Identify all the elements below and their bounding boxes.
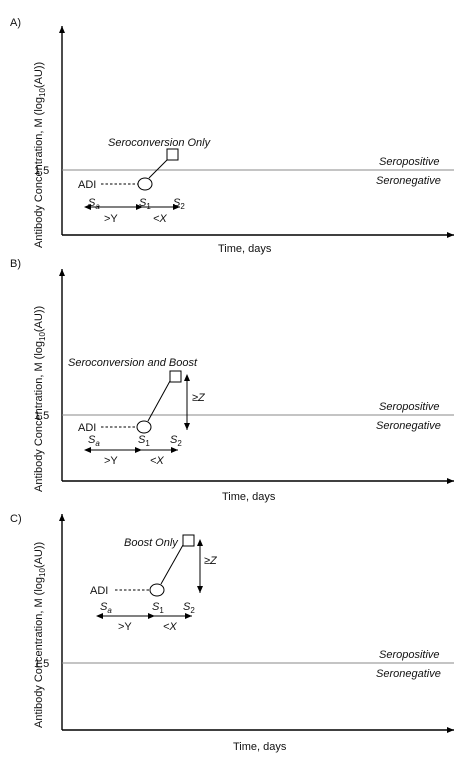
sa-label: Sa [100,601,112,615]
x-axis-label: Time, days [222,491,276,503]
s2-label: S2 [173,197,185,211]
ge-z-label: ≥Z [192,392,206,404]
gt-y-label: >Y [104,455,118,467]
panel-tag: A) [10,17,21,29]
s1-label: S1 [152,601,164,615]
s2-label: S2 [183,601,195,615]
gt-y-label: >Y [118,621,132,633]
s1-circle-marker [137,177,153,191]
rise-line [160,544,184,585]
adi-label: ADI [78,422,96,434]
scenario-title: Seroconversion and Boost [68,357,198,369]
seropositive-label: Seropositive [379,156,440,168]
s2-square-marker [182,534,195,547]
s1-label: S1 [138,434,150,448]
threshold-value: 1.5 [34,658,49,670]
panel-c: C) Antibody Concentration, M (log10(AU))… [10,513,454,753]
scenario-title: Boost Only [124,537,179,549]
scenario-title: Seroconversion Only [108,137,212,149]
lt-x-label: <X [150,455,164,467]
s2-label: S2 [170,434,182,448]
adi-label: ADI [90,585,108,597]
x-axis-label: Time, days [218,243,272,255]
gt-y-label: >Y [104,213,118,225]
x-axis-label: Time, days [233,741,287,753]
s2-square-marker [166,148,179,161]
seronegative-label: Seronegative [376,175,441,187]
adi-label: ADI [78,179,96,191]
s1-circle-marker [136,420,152,434]
lt-x-label: <X [153,213,167,225]
s1-circle-marker [149,583,165,597]
s2-square-marker [169,370,182,383]
seronegative-label: Seronegative [376,420,441,432]
threshold-value: 1.5 [34,165,49,177]
y-axis-label: Antibody Concentration, M (log10(AU)) [33,306,47,492]
s1-label: S1 [139,197,151,211]
y-axis-label: Antibody Concentration, M (log10(AU)) [33,542,47,728]
lt-x-label: <X [163,621,177,633]
threshold-value: 1.5 [34,410,49,422]
sa-label: Sa [88,434,100,448]
panel-tag: C) [10,513,22,525]
panel-tag: B) [10,258,21,270]
y-axis-label: Antibody Concentration, M (log10(AU)) [33,62,47,248]
sa-label: Sa [88,197,100,211]
panel-b: B) Antibody Concentration, M (log10(AU))… [10,258,454,503]
rise-line [147,380,171,422]
panel-a: A) Antibody Concentration, M (log10(AU))… [10,17,454,255]
seropositive-label: Seropositive [379,649,440,661]
seropositive-label: Seropositive [379,401,440,413]
seronegative-label: Seronegative [376,668,441,680]
ge-z-label: ≥Z [204,555,218,567]
rise-line [148,158,169,179]
